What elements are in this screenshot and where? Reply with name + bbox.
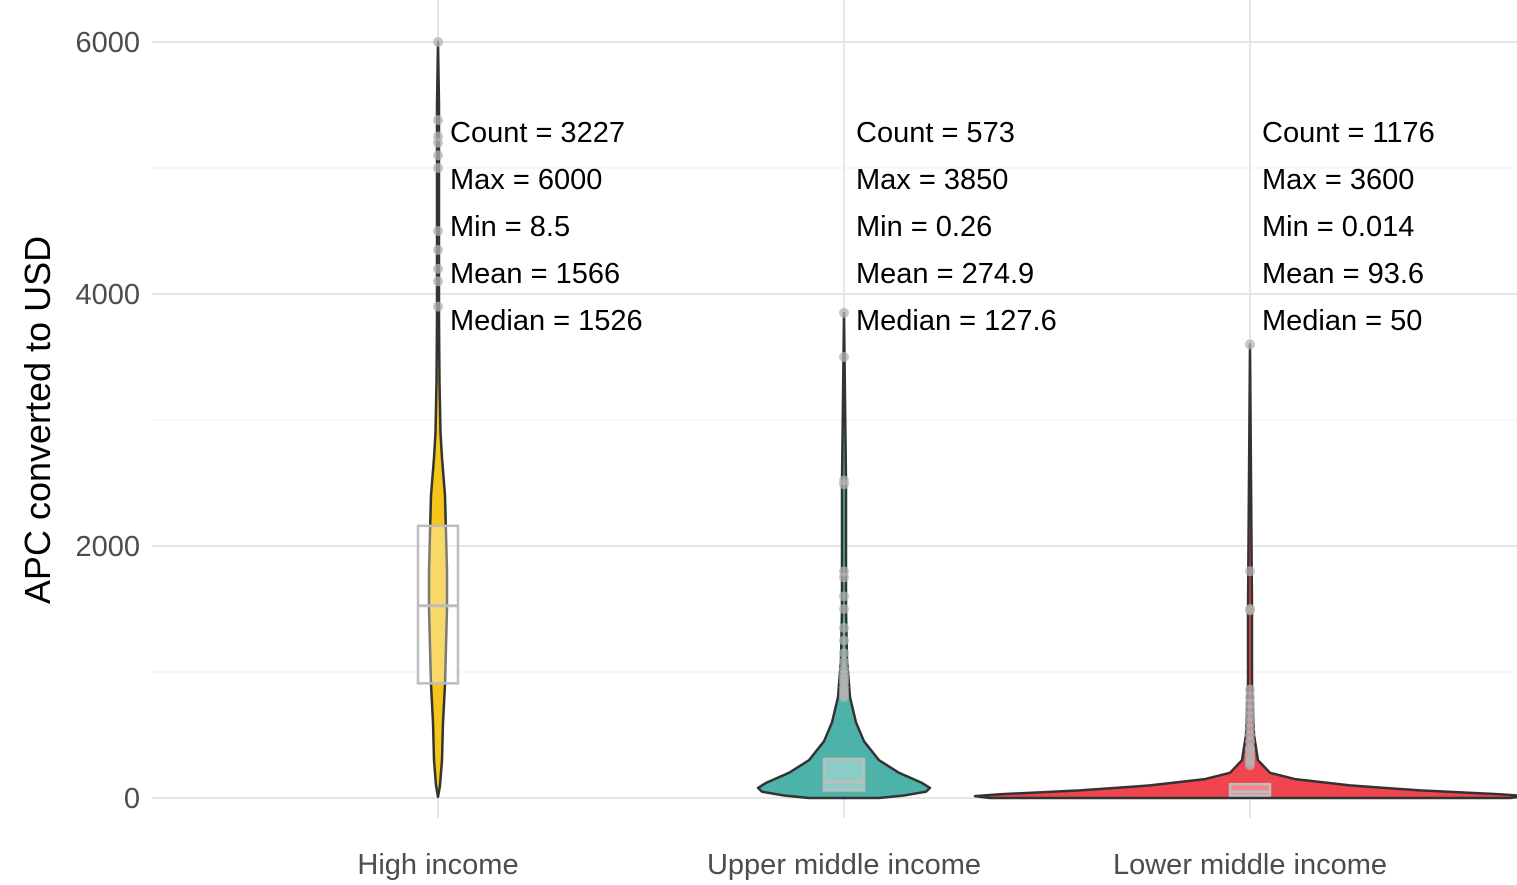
stat-label: Min = 0.014 — [1262, 211, 1414, 243]
outlier-point — [839, 622, 849, 633]
x-tick-label: High income — [357, 849, 518, 881]
outlier-point — [1245, 339, 1255, 350]
outlier-point — [433, 244, 443, 255]
y-axis-ticks: 0 2000 4000 6000 — [75, 27, 140, 815]
outlier-point — [839, 352, 849, 362]
outlier-point — [433, 137, 443, 148]
outlier-point — [433, 226, 443, 236]
box-3 — [1228, 782, 1272, 797]
stat-label: Median = 50 — [1262, 305, 1422, 337]
stat-label: Min = 0.26 — [856, 211, 992, 243]
y-tick-label: 4000 — [75, 279, 140, 311]
x-tick-label: Lower middle income — [1113, 849, 1387, 881]
outlier-points — [433, 37, 1255, 771]
outlier-point — [433, 163, 443, 173]
outlier-point — [839, 572, 849, 583]
y-tick-label: 0 — [124, 783, 140, 815]
outlier-point — [433, 115, 443, 126]
outlier-point — [1245, 566, 1255, 577]
stat-annotations: Count = 3227 Max = 6000 Min = 8.5 Mean = 15… — [450, 117, 1435, 337]
outlier-point — [433, 276, 443, 287]
stat-label: Max = 3850 — [856, 164, 1008, 196]
x-axis-ticks: High income Upper middle income Lower midd… — [357, 849, 1387, 881]
stat-label: Median = 1526 — [450, 305, 643, 337]
outlier-point — [839, 604, 849, 614]
stat-label: Count = 1176 — [1262, 117, 1435, 149]
x-tick-label: Upper middle income — [707, 849, 981, 881]
stat-label: Max = 3600 — [1262, 164, 1414, 196]
outlier-point — [839, 648, 849, 659]
stat-label: Mean = 1566 — [450, 258, 620, 290]
outlier-point — [839, 635, 849, 646]
box-2 — [822, 757, 866, 792]
y-tick-label: 2000 — [75, 531, 140, 563]
stat-label: Mean = 274.9 — [856, 258, 1034, 290]
outlier-point — [839, 479, 849, 490]
outlier-point — [839, 591, 849, 602]
boxplots — [416, 524, 1272, 797]
violin-2 — [756, 311, 932, 800]
outlier-point — [839, 656, 849, 667]
stat-label: Count = 573 — [856, 117, 1015, 149]
outlier-point — [839, 307, 849, 318]
stat-label: Max = 6000 — [450, 164, 602, 196]
outlier-point — [433, 37, 443, 47]
outlier-point — [1245, 684, 1255, 695]
outlier-point — [1245, 605, 1255, 616]
stat-label: Min = 8.5 — [450, 211, 570, 243]
stat-label: Count = 3227 — [450, 117, 625, 149]
stat-label: Median = 127.6 — [856, 305, 1057, 337]
y-axis-title: APC converted to USD — [17, 236, 58, 604]
outlier-point — [433, 263, 443, 274]
violin-3 — [973, 343, 1517, 800]
stat-label: Mean = 93.6 — [1262, 258, 1424, 290]
outlier-point — [433, 301, 443, 312]
outlier-point — [433, 150, 443, 161]
outlier-point — [839, 692, 849, 703]
y-tick-label: 6000 — [75, 27, 140, 59]
violins — [427, 40, 1517, 800]
outlier-point — [1245, 760, 1255, 771]
